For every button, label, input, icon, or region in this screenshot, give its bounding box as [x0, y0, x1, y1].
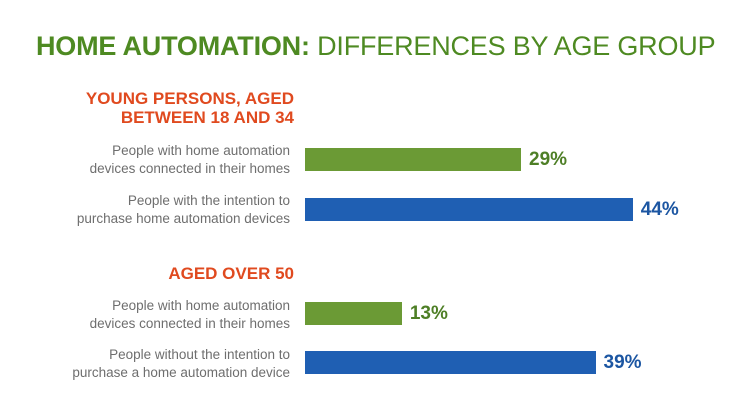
row-label-over50-installed: People with home automation devices conn… [90, 297, 290, 333]
group-heading-young: YOUNG PERSONS, AGED BETWEEN 18 AND 34 [86, 89, 294, 127]
bar-young-intention [305, 198, 633, 221]
row-label-over50-no-intention: People without the intention to purchase… [72, 346, 290, 382]
chart-title: HOME AUTOMATION: DIFFERENCES BY AGE GROU… [36, 31, 716, 62]
row-label-young-intention: People with the intention to purchase ho… [77, 192, 290, 228]
row-label-line: purchase home automation devices [76, 211, 290, 226]
group-heading-line: YOUNG PERSONS, AGED [85, 89, 294, 108]
bar-young-installed [305, 148, 522, 171]
chart-title-bold: HOME AUTOMATION: [36, 31, 310, 61]
value-label-over50-installed: 13% [409, 303, 448, 324]
row-label-line: devices connected in their homes [89, 316, 290, 331]
row-label-line: People without the intention to [109, 347, 290, 362]
row-label-line: purchase a home automation device [72, 365, 290, 380]
chart-title-regular: DIFFERENCES BY AGE GROUP [317, 31, 716, 61]
bar-over50-installed [305, 302, 402, 325]
bar-over50-no-intention [305, 351, 596, 374]
row-label-young-installed: People with home automation devices conn… [90, 142, 290, 178]
row-label-line: People with home automation [112, 298, 290, 313]
value-label-young-installed: 29% [529, 149, 568, 170]
row-label-line: devices connected in their homes [89, 161, 290, 176]
group-heading-over-50: AGED OVER 50 [168, 264, 294, 283]
group-heading-line: BETWEEN 18 AND 34 [120, 108, 294, 127]
group-heading-line: AGED OVER 50 [168, 264, 294, 283]
value-label-over50-no-intention: 39% [603, 352, 642, 373]
row-label-line: People with home automation [112, 143, 290, 158]
row-label-line: People with the intention to [127, 193, 290, 208]
value-label-young-intention: 44% [640, 199, 679, 220]
